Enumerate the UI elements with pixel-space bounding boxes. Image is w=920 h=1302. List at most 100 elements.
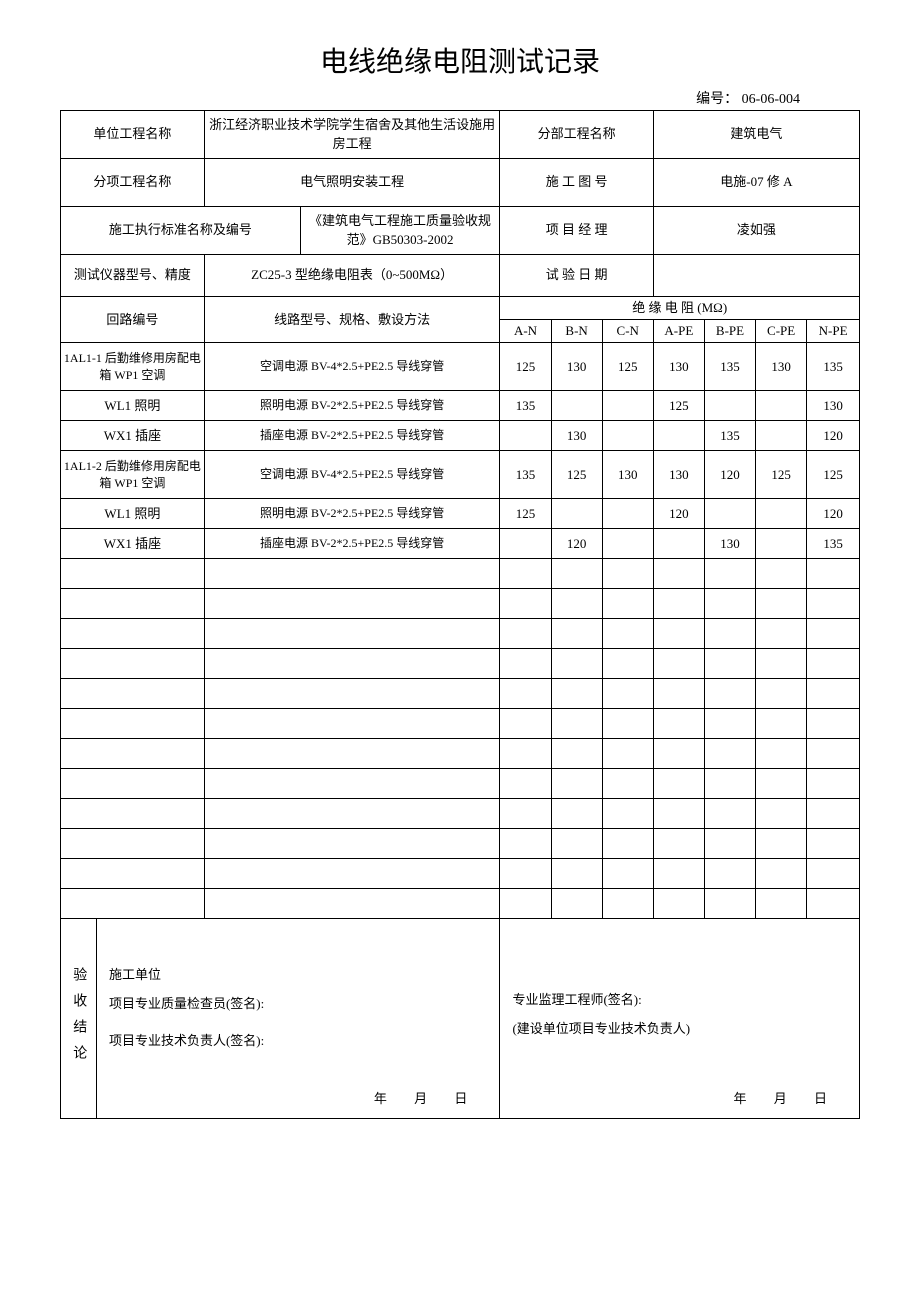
empty-cell — [551, 829, 602, 859]
value-cell — [500, 421, 551, 451]
empty-cell — [61, 649, 205, 679]
spec-cell: 空调电源 BV-4*2.5+PE2.5 导线穿管 — [204, 451, 500, 499]
resistance-header: 绝 缘 电 阻 (MΩ) — [500, 297, 860, 320]
footer-right-line2: (建设单位项目专业技术负责人) — [512, 1015, 847, 1044]
value-cell: 125 — [500, 343, 551, 391]
spec-cell: 插座电源 BV-2*2.5+PE2.5 导线穿管 — [204, 421, 500, 451]
empty-cell — [756, 679, 807, 709]
empty-cell — [204, 859, 500, 889]
value-cell: 120 — [807, 421, 860, 451]
empty-cell — [602, 559, 653, 589]
empty-cell — [602, 799, 653, 829]
empty-cell — [807, 829, 860, 859]
table-row: 1AL1-2 后勤维修用房配电箱 WP1 空调空调电源 BV-4*2.5+PE2… — [61, 451, 860, 499]
empty-cell — [756, 739, 807, 769]
empty-cell — [500, 829, 551, 859]
table-row-empty — [61, 679, 860, 709]
empty-cell — [756, 649, 807, 679]
sub-project-value: 建筑电气 — [653, 111, 859, 159]
value-cell: 130 — [807, 391, 860, 421]
empty-cell — [602, 649, 653, 679]
document-title: 电线绝缘电阻测试记录 — [60, 40, 860, 80]
empty-cell — [602, 829, 653, 859]
value-cell — [756, 529, 807, 559]
resistance-col-A-N: A-N — [500, 320, 551, 343]
table-row-empty — [61, 589, 860, 619]
empty-cell — [61, 799, 205, 829]
footer-right: 专业监理工程师(签名): (建设单位项目专业技术负责人) 年 月 日 — [500, 919, 860, 1119]
value-cell: 125 — [653, 391, 704, 421]
empty-cell — [500, 769, 551, 799]
item-project-value: 电气照明安装工程 — [204, 159, 500, 207]
empty-cell — [807, 799, 860, 829]
empty-cell — [756, 619, 807, 649]
empty-cell — [204, 589, 500, 619]
empty-cell — [551, 709, 602, 739]
empty-cell — [204, 649, 500, 679]
table-row: WL1 照明照明电源 BV-2*2.5+PE2.5 导线穿管135125130 — [61, 391, 860, 421]
manager-label: 项 目 经 理 — [500, 207, 653, 255]
empty-cell — [807, 649, 860, 679]
value-cell: 130 — [756, 343, 807, 391]
empty-cell — [61, 709, 205, 739]
footer-left-date: 年 月 日 — [374, 1090, 480, 1108]
empty-cell — [653, 679, 704, 709]
standard-label: 施工执行标准名称及编号 — [61, 207, 301, 255]
table-row-empty — [61, 559, 860, 589]
table-row: WX1 插座插座电源 BV-2*2.5+PE2.5 导线穿管120130135 — [61, 529, 860, 559]
empty-cell — [704, 829, 755, 859]
empty-cell — [551, 559, 602, 589]
empty-cell — [704, 739, 755, 769]
empty-cell — [807, 559, 860, 589]
empty-cell — [204, 679, 500, 709]
empty-cell — [500, 649, 551, 679]
empty-cell — [653, 589, 704, 619]
value-cell — [704, 499, 755, 529]
value-cell: 125 — [756, 451, 807, 499]
empty-cell — [602, 859, 653, 889]
footer-right-line1: 专业监理工程师(签名): — [512, 986, 847, 1015]
circuit-cell: 1AL1-1 后勤维修用房配电箱 WP1 空调 — [61, 343, 205, 391]
empty-cell — [602, 769, 653, 799]
empty-cell — [551, 859, 602, 889]
empty-cell — [756, 559, 807, 589]
empty-cell — [653, 859, 704, 889]
empty-cell — [61, 769, 205, 799]
empty-cell — [500, 709, 551, 739]
empty-cell — [807, 889, 860, 919]
value-cell: 120 — [807, 499, 860, 529]
footer-left: 施工单位 项目专业质量检查员(签名): 项目专业技术负责人(签名): 年 月 日 — [96, 919, 499, 1119]
item-project-label: 分项工程名称 — [61, 159, 205, 207]
spec-cell: 空调电源 BV-4*2.5+PE2.5 导线穿管 — [204, 343, 500, 391]
test-date-value — [653, 255, 859, 297]
value-cell: 135 — [704, 343, 755, 391]
empty-cell — [653, 739, 704, 769]
empty-cell — [653, 619, 704, 649]
circuit-cell: WX1 插座 — [61, 529, 205, 559]
empty-cell — [653, 649, 704, 679]
test-date-label: 试 验 日 期 — [500, 255, 653, 297]
value-cell — [500, 529, 551, 559]
empty-cell — [602, 679, 653, 709]
value-cell — [653, 529, 704, 559]
empty-cell — [653, 709, 704, 739]
empty-cell — [500, 889, 551, 919]
empty-cell — [61, 619, 205, 649]
empty-cell — [756, 799, 807, 829]
empty-cell — [807, 589, 860, 619]
empty-cell — [704, 649, 755, 679]
accept-label: 验收结论 — [61, 919, 97, 1119]
table-row: WX1 插座插座电源 BV-2*2.5+PE2.5 导线穿管130135120 — [61, 421, 860, 451]
empty-cell — [756, 589, 807, 619]
circuit-cell: WL1 照明 — [61, 499, 205, 529]
empty-cell — [500, 619, 551, 649]
value-cell — [602, 421, 653, 451]
value-cell — [704, 391, 755, 421]
spec-cell: 照明电源 BV-2*2.5+PE2.5 导线穿管 — [204, 391, 500, 421]
empty-cell — [551, 739, 602, 769]
empty-cell — [204, 769, 500, 799]
value-cell: 130 — [602, 451, 653, 499]
value-cell: 120 — [551, 529, 602, 559]
value-cell: 130 — [551, 421, 602, 451]
circuit-no-header: 回路编号 — [61, 297, 205, 343]
